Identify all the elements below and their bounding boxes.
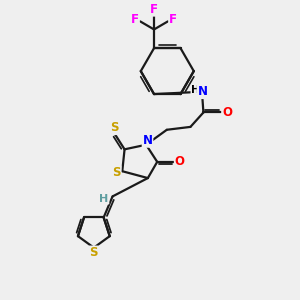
Text: S: S [112,166,121,179]
Text: F: F [169,14,177,26]
Text: H: H [99,194,109,204]
Text: S: S [110,121,118,134]
Text: F: F [131,14,139,26]
Text: N: N [142,134,152,147]
Text: O: O [222,106,232,119]
Text: N: N [197,85,208,98]
Text: F: F [150,3,158,16]
Text: O: O [175,155,185,168]
Text: H: H [191,85,200,95]
Text: S: S [90,246,98,260]
